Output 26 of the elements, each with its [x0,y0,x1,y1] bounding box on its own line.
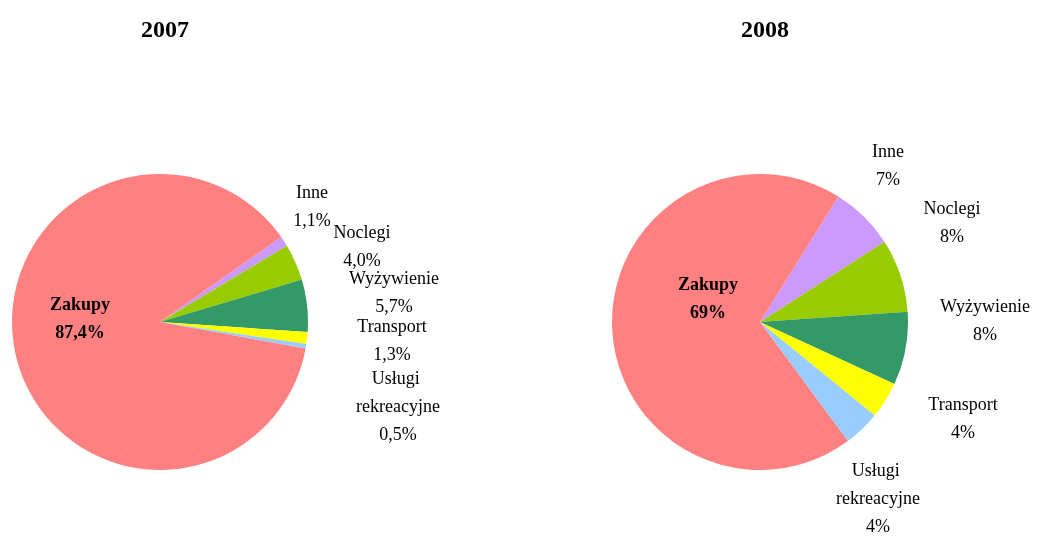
slice-label: Zakupy [677,274,739,294]
slice-label: Noclegi [923,198,981,218]
data-label: 1,1% [293,210,331,230]
slice-label: Inne [296,182,328,202]
data-label: 87,4% [55,322,105,342]
data-label: 8% [973,324,997,344]
data-label: 4% [866,516,890,536]
slice-label: Wyżywienie [940,296,1030,316]
data-label: 5,7% [375,296,413,316]
data-label: 4% [951,422,975,442]
slice-label: Usługi rekreacyjne [356,368,440,416]
data-label: 8% [940,226,964,246]
slice-label: Zakupy [49,294,111,314]
data-label: 4,0% [343,250,381,270]
data-label: 69% [690,302,726,322]
chart-title: 2008 [741,16,789,42]
data-label: 1,3% [373,344,411,364]
slice-label: Inne [872,141,904,161]
data-label: 7% [876,169,900,189]
slice-label: Transport [357,316,427,336]
slice-label: Wyżywienie [349,268,439,288]
slice-label: Transport [928,394,998,414]
slice-label: Usługi rekreacyjne [836,460,920,508]
slice-label: Noclegi [333,222,391,242]
data-label: 0,5% [379,424,417,444]
chart-title: 2007 [141,16,189,42]
